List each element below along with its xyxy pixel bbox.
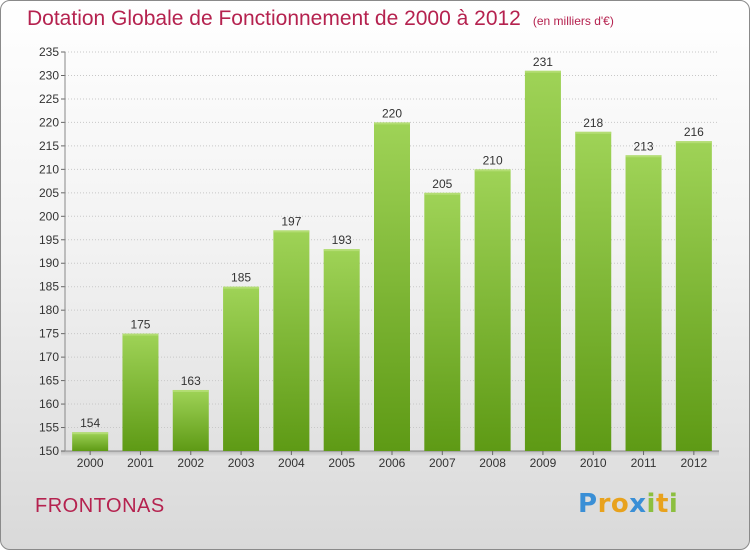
bar-2004 <box>273 230 310 451</box>
chart-floor <box>61 451 719 457</box>
bars <box>72 70 712 452</box>
logo-letter: i <box>668 489 679 519</box>
x-tick-label-2004: 2004 <box>278 456 305 470</box>
y-tick-label: 235 <box>39 45 59 59</box>
bar-highlight <box>172 389 209 392</box>
bar-2012 <box>675 141 712 451</box>
bar-highlight <box>223 286 260 289</box>
data-label-2001: 175 <box>130 318 150 332</box>
logo-letter: P <box>578 489 598 519</box>
y-tick-label: 205 <box>39 186 59 200</box>
data-label-2007: 205 <box>432 177 452 191</box>
data-labels: 154 175 163 185 197 193 220 205 210 231 218 213 216 <box>80 55 704 430</box>
bar-highlight <box>625 155 662 158</box>
bar-2010 <box>575 131 612 452</box>
x-tick-label-2002: 2002 <box>177 456 204 470</box>
bar-2011 <box>625 155 662 452</box>
y-tick-label: 170 <box>39 350 59 364</box>
data-label-2002: 163 <box>181 374 201 388</box>
y-tick-label: 155 <box>39 421 59 435</box>
logo-letter: i <box>646 489 656 519</box>
x-tick-label-2001: 2001 <box>127 456 154 470</box>
data-label-2005: 193 <box>332 233 352 247</box>
chart-subtitle: (en milliers d'€) <box>532 14 614 28</box>
proxiti-logo[interactable]: Proxiti <box>578 489 678 519</box>
bar-highlight <box>524 70 561 73</box>
chart-title-text: Dotation Globale de Fonctionnement de 20… <box>27 7 521 30</box>
y-tick-label: 165 <box>39 374 59 388</box>
y-tick-label: 215 <box>39 139 59 153</box>
y-tick-label: 175 <box>39 327 59 341</box>
bar-2005 <box>323 249 360 451</box>
bar-2007 <box>424 192 461 451</box>
chart-title: Dotation Globale de Fonctionnement de 20… <box>27 7 614 31</box>
logo-letter: x <box>629 489 647 519</box>
x-tick-label-2010: 2010 <box>580 456 607 470</box>
y-tick-label: 190 <box>39 256 59 270</box>
y-tick-label: 160 <box>39 397 59 411</box>
bar-highlight <box>424 192 461 195</box>
bar-highlight <box>122 333 159 336</box>
x-tick-label-2011: 2011 <box>631 456 657 470</box>
y-tick-label: 185 <box>39 280 59 294</box>
logo-letter: r <box>597 489 611 519</box>
x-tick-label-2007: 2007 <box>429 456 456 470</box>
bar-2006 <box>374 122 410 451</box>
y-tick-label: 230 <box>39 68 59 82</box>
bar-2000 <box>72 432 109 451</box>
x-tick-label-2008: 2008 <box>479 456 506 470</box>
bar-2002 <box>172 389 209 451</box>
axes: 150 155 160 165 170 175 180 185 190 195 200 205 210 2… <box>39 45 719 470</box>
logo-letter: o <box>610 489 630 519</box>
bar-2001 <box>122 333 159 451</box>
bar-highlight <box>675 141 712 144</box>
bar-highlight <box>72 432 109 435</box>
data-label-2004: 197 <box>281 214 301 228</box>
bar-highlight <box>575 131 612 134</box>
bar-highlight <box>273 230 310 233</box>
data-label-2000: 154 <box>80 416 100 430</box>
x-tick-label-2006: 2006 <box>379 456 406 470</box>
data-label-2008: 210 <box>483 153 503 167</box>
bar-highlight <box>474 169 511 172</box>
y-tick-label: 220 <box>39 115 59 129</box>
y-tick-label: 150 <box>39 444 59 458</box>
data-label-2010: 218 <box>583 116 603 130</box>
bar-highlight <box>323 249 360 252</box>
x-tick-label-2005: 2005 <box>328 456 355 470</box>
data-label-2003: 185 <box>231 271 251 285</box>
y-tick-label: 180 <box>39 303 59 317</box>
city-name: FRONTONAS <box>35 495 165 517</box>
x-tick-label-2000: 2000 <box>77 456 104 470</box>
bar-2009 <box>524 70 561 451</box>
x-tick-label-2009: 2009 <box>530 456 557 470</box>
data-label-2009: 231 <box>533 55 553 69</box>
bar-2008 <box>474 169 511 451</box>
bar-highlight <box>374 122 410 125</box>
y-tick-label: 195 <box>39 233 59 247</box>
y-tick-label: 200 <box>39 209 59 223</box>
x-tick-label-2003: 2003 <box>228 456 255 470</box>
logo-letter: t <box>655 489 669 519</box>
y-tick-label: 225 <box>39 92 59 106</box>
y-tick-label: 210 <box>39 162 59 176</box>
data-label-2012: 216 <box>684 125 704 139</box>
data-label-2006: 220 <box>382 106 402 120</box>
bar-2003 <box>223 286 260 451</box>
x-tick-label-2012: 2012 <box>680 456 707 470</box>
data-label-2011: 213 <box>634 139 654 153</box>
